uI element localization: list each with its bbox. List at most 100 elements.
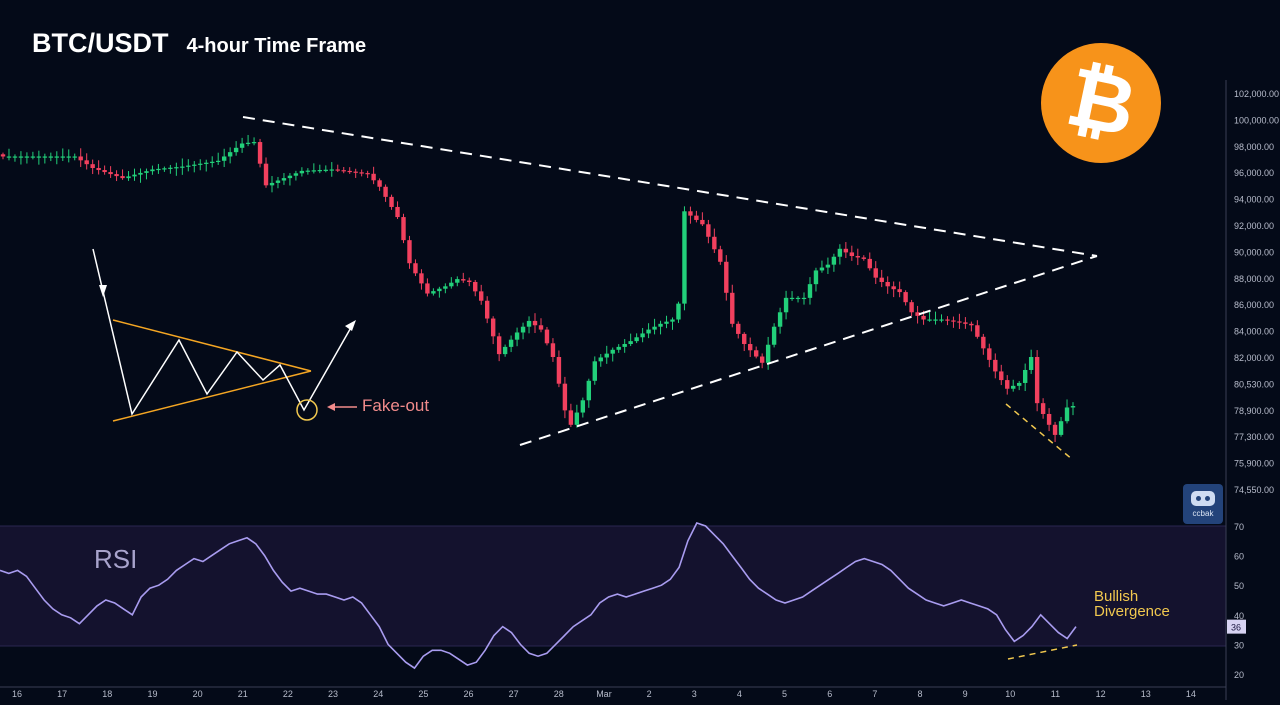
candle-body xyxy=(1034,357,1040,404)
candle xyxy=(269,176,275,193)
candle-body xyxy=(616,346,621,350)
candle xyxy=(646,323,651,339)
candle xyxy=(592,356,597,385)
candle xyxy=(30,151,36,160)
candle xyxy=(144,168,149,180)
candle-body xyxy=(1017,382,1022,386)
schematic-breakout-arrowhead xyxy=(345,320,356,331)
candle xyxy=(377,178,382,191)
timeframe-label: 4-hour Time Frame xyxy=(186,35,367,57)
candle xyxy=(855,248,861,266)
candle-body xyxy=(807,284,813,298)
candle xyxy=(1022,363,1028,392)
time-tick-label: 26 xyxy=(463,689,473,699)
bullish-label-line1: Bullish xyxy=(1094,588,1139,605)
candle-body xyxy=(891,286,896,290)
candle xyxy=(96,160,101,175)
candle xyxy=(1052,421,1058,443)
candle-body xyxy=(526,320,532,327)
candle xyxy=(490,316,496,345)
candle-body xyxy=(0,154,6,157)
candle-body xyxy=(24,156,30,158)
candle xyxy=(975,320,980,339)
candle xyxy=(1028,349,1034,374)
candle xyxy=(132,168,137,181)
candle-body xyxy=(742,333,747,345)
candle xyxy=(736,321,741,339)
candle-body xyxy=(646,329,651,334)
price-divergence-line xyxy=(1005,403,1074,461)
rsi-divergence-line xyxy=(1007,644,1078,660)
candle-body xyxy=(293,173,299,176)
candle xyxy=(168,164,173,174)
candle-body xyxy=(939,319,944,321)
rsi-current-value-label: 36 xyxy=(1231,623,1241,633)
time-tick-label: 19 xyxy=(147,689,157,699)
candle xyxy=(1070,402,1076,416)
price-tick-label: 94,000.00 xyxy=(1234,195,1274,205)
watermark-text: ccbak xyxy=(1192,508,1214,518)
candle xyxy=(765,336,771,370)
candle xyxy=(227,147,233,164)
candle xyxy=(676,301,681,323)
candle xyxy=(114,170,119,182)
candle xyxy=(275,176,281,189)
fakeout-circle xyxy=(296,399,318,421)
candle xyxy=(957,313,962,329)
candle-body xyxy=(210,161,215,163)
candle xyxy=(449,277,454,289)
candle xyxy=(353,168,358,178)
candle xyxy=(215,152,221,165)
candle-body xyxy=(257,142,263,164)
candle xyxy=(317,164,323,174)
rsi-tick-label: 50 xyxy=(1234,581,1244,591)
candle xyxy=(724,255,729,301)
candle-body xyxy=(251,142,257,144)
candle-body xyxy=(634,337,639,342)
price-tick-label: 82,000.00 xyxy=(1234,353,1274,363)
candle xyxy=(777,307,783,334)
schematic-price-path xyxy=(92,248,354,416)
candle-body xyxy=(365,173,370,175)
candle-body xyxy=(855,256,861,258)
candle-body xyxy=(455,279,460,283)
price-tick-label: 88,000.00 xyxy=(1234,274,1274,284)
candle xyxy=(210,156,215,168)
candle xyxy=(126,171,131,181)
time-tick-label: 4 xyxy=(737,689,742,699)
ccbak-logo-icon[interactable]: ccbak xyxy=(1183,484,1223,524)
candle xyxy=(712,228,717,254)
bullish-label-line2: Divergence xyxy=(1094,603,1170,620)
candle xyxy=(514,327,520,347)
time-tick-label: 5 xyxy=(782,689,787,699)
candle xyxy=(437,286,442,298)
candle xyxy=(664,315,669,329)
candle-body xyxy=(204,162,209,164)
candle xyxy=(801,292,807,305)
candle-body xyxy=(981,336,986,349)
candle xyxy=(1005,375,1010,395)
candle-body xyxy=(861,257,866,259)
candle xyxy=(287,173,293,186)
bitcoin-glyph: ₿ xyxy=(1058,49,1144,156)
price-tick-label: 75,900.00 xyxy=(1234,459,1274,469)
candle xyxy=(263,157,269,188)
time-tick-label: 25 xyxy=(418,689,428,699)
candle xyxy=(520,322,526,340)
rsi-indicator-label: RSI xyxy=(94,544,138,574)
candle xyxy=(885,276,890,294)
candle-body xyxy=(496,336,502,355)
candle-body xyxy=(580,400,586,413)
candle-body xyxy=(1052,424,1058,435)
candle-body xyxy=(1046,413,1052,425)
price-tick-label: 100,000.00 xyxy=(1234,115,1279,125)
candle-body xyxy=(520,326,526,333)
upper-trendline xyxy=(242,116,1098,257)
candle xyxy=(383,184,388,202)
candle-body xyxy=(903,292,908,303)
robot-face-icon xyxy=(1191,490,1215,506)
candle-body xyxy=(473,281,478,292)
candle-body xyxy=(748,344,753,351)
candle-body xyxy=(162,168,167,170)
